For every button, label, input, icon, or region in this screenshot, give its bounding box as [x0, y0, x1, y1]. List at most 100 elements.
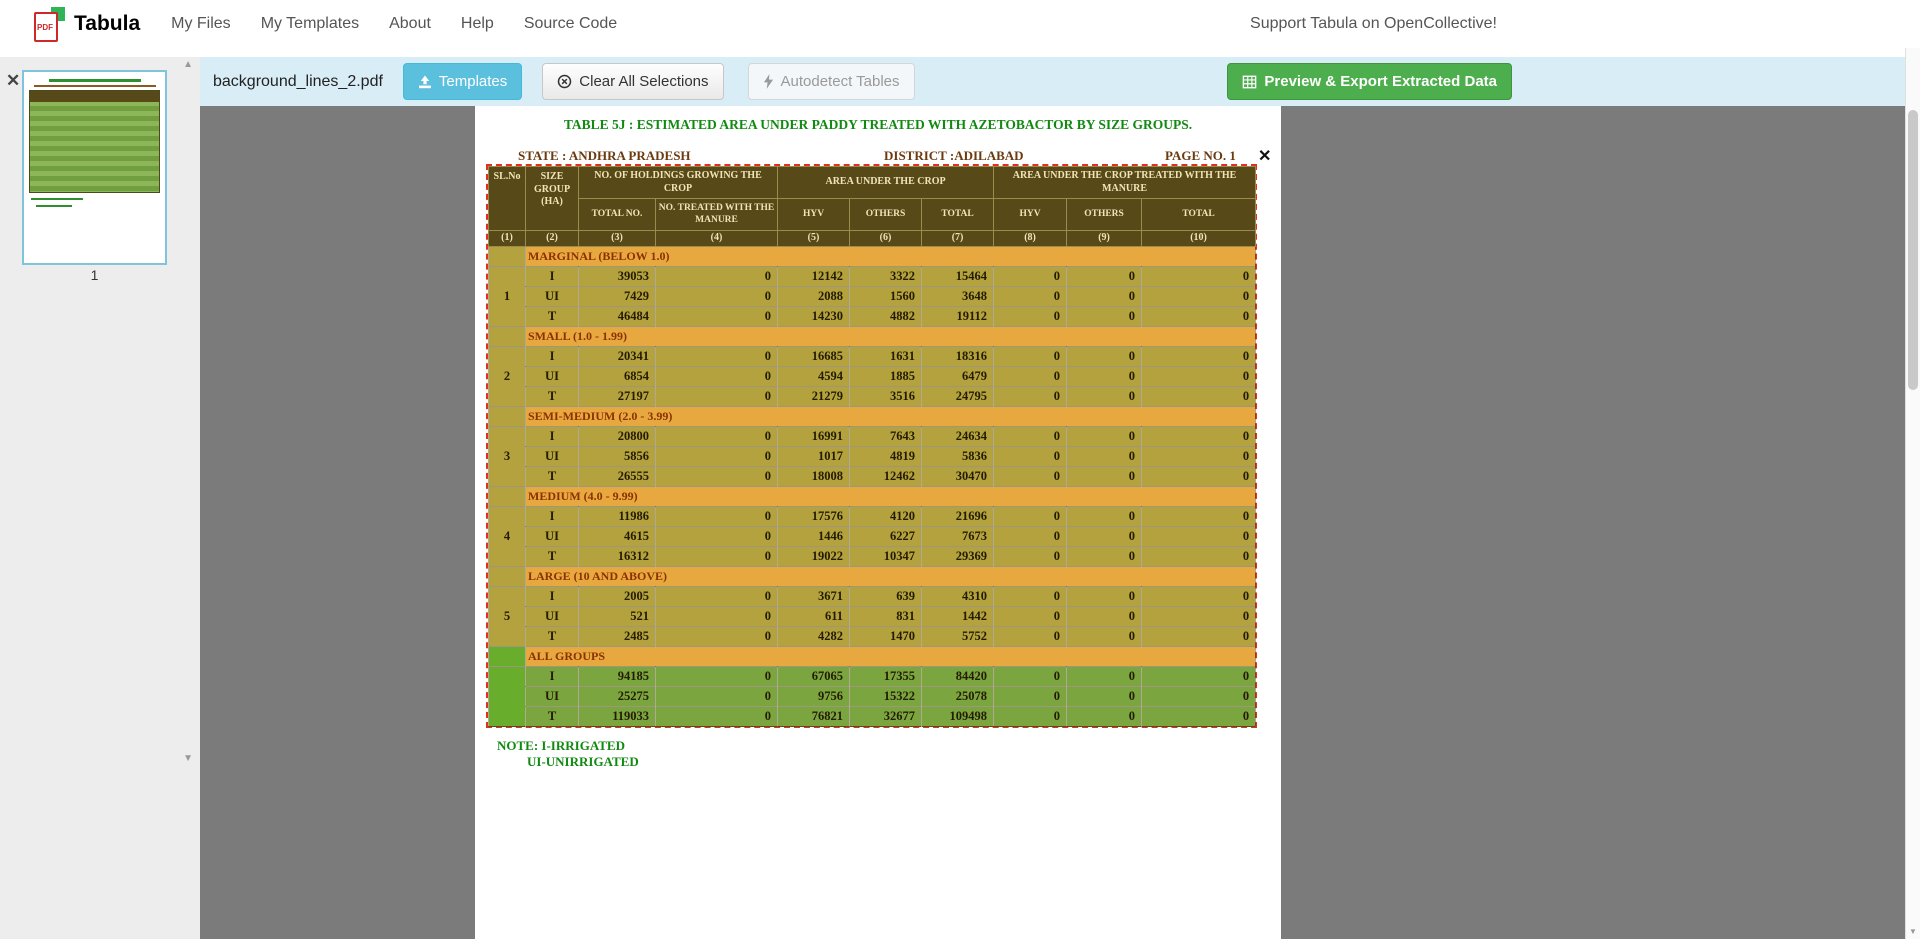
row-label-cell: T	[526, 467, 579, 487]
column-number-row: (1)(2)(3)(4)(5)(6)(7)(8)(9)(10)	[489, 231, 1256, 247]
table-row: UI68540459418856479000	[489, 367, 1256, 387]
value-cell: 24634	[922, 427, 994, 447]
value-cell: 19112	[922, 307, 994, 327]
selection-close-icon[interactable]: ✕	[1258, 146, 1271, 166]
value-cell: 25078	[922, 687, 994, 707]
value-cell: 0	[1067, 667, 1142, 687]
value-cell: 0	[994, 467, 1067, 487]
autodetect-button-label: Autodetect Tables	[781, 73, 900, 90]
value-cell: 0	[1067, 527, 1142, 547]
clear-all-selections-button[interactable]: Clear All Selections	[542, 63, 723, 100]
main-area: background_lines_2.pdf Templates Clear A…	[200, 57, 1905, 939]
row-label-cell: I	[526, 347, 579, 367]
tabula-brand[interactable]: PDF Tabula	[34, 6, 140, 42]
templates-button[interactable]: Templates	[403, 63, 522, 100]
templates-upload-icon	[418, 75, 432, 89]
table-grid-icon	[1242, 75, 1257, 89]
value-cell: 0	[994, 607, 1067, 627]
value-cell: 0	[1067, 287, 1142, 307]
value-cell: 0	[656, 387, 778, 407]
value-cell: 119033	[579, 707, 656, 727]
pdf-page: TABLE 5J : ESTIMATED AREA UNDER PADDY TR…	[475, 106, 1281, 939]
group-name-cell: MARGINAL (BELOW 1.0)	[526, 247, 1256, 267]
table-row: T27197021279351624795000	[489, 387, 1256, 407]
value-cell: 0	[656, 607, 778, 627]
row-label-cell: UI	[526, 687, 579, 707]
value-cell: 4615	[579, 527, 656, 547]
workspace: ▲ ✕ 1 ▼ background_lines_2.pdf Templates…	[0, 57, 1905, 939]
row-label-cell: T	[526, 547, 579, 567]
slno-cell: 5	[489, 587, 526, 647]
value-cell: 32677	[850, 707, 922, 727]
value-cell: 0	[656, 367, 778, 387]
value-cell: 0	[656, 427, 778, 447]
window-scrollbar[interactable]: ▲ ▼	[1905, 0, 1920, 939]
col-number: (3)	[579, 231, 656, 247]
value-cell: 611	[778, 607, 850, 627]
slno-cell: 2	[489, 347, 526, 407]
col-number: (7)	[922, 231, 994, 247]
sidebar-scroll-down-icon[interactable]: ▼	[183, 753, 193, 764]
value-cell: 6854	[579, 367, 656, 387]
page-no-line: PAGE NO. 1	[1165, 148, 1236, 164]
value-cell: 9756	[778, 687, 850, 707]
row-label-cell: I	[526, 667, 579, 687]
value-cell: 10347	[850, 547, 922, 567]
value-cell: 7673	[922, 527, 994, 547]
tabula-logo-icon: PDF	[34, 6, 65, 42]
value-cell: 20800	[579, 427, 656, 447]
close-file-icon[interactable]: ✕	[6, 71, 20, 91]
value-cell: 0	[1067, 607, 1142, 627]
navbar: PDF Tabula My Files My Templates About H…	[0, 0, 1920, 48]
value-cell: 0	[1142, 587, 1256, 607]
value-cell: 0	[656, 267, 778, 287]
page-thumbnail[interactable]	[22, 70, 167, 265]
support-link[interactable]: Support Tabula on OpenCollective!	[1250, 15, 1497, 33]
value-cell: 0	[1067, 367, 1142, 387]
scrollbar-thumb[interactable]	[1908, 110, 1918, 390]
group-name-cell: ALL GROUPS	[526, 647, 1256, 667]
value-cell: 17355	[850, 667, 922, 687]
table-body: MARGINAL (BELOW 1.0)1I390530121423322154…	[489, 247, 1256, 727]
nav-my-templates[interactable]: My Templates	[246, 15, 374, 33]
clear-button-label: Clear All Selections	[579, 73, 708, 90]
value-cell: 2485	[579, 627, 656, 647]
table-selection-region[interactable]: SL.No SIZE GROUP (HA) NO. OF HOLDINGS GR…	[486, 164, 1257, 728]
value-cell: 0	[656, 447, 778, 467]
value-cell: 0	[1142, 687, 1256, 707]
value-cell: 0	[656, 627, 778, 647]
scrollbar-down-icon[interactable]: ▼	[1906, 927, 1920, 936]
header-total-no: TOTAL NO.	[579, 199, 656, 231]
value-cell: 2088	[778, 287, 850, 307]
value-cell: 3671	[778, 587, 850, 607]
value-cell: 6227	[850, 527, 922, 547]
nav-source-code[interactable]: Source Code	[509, 15, 632, 33]
sidebar-scroll-up-icon[interactable]: ▲	[183, 59, 193, 70]
col-number: (2)	[526, 231, 579, 247]
value-cell: 0	[1142, 367, 1256, 387]
header-holdings: NO. OF HOLDINGS GROWING THE CROP	[579, 167, 778, 199]
value-cell: 16991	[778, 427, 850, 447]
header-area: AREA UNDER THE CROP	[778, 167, 994, 199]
header-size-group: SIZE GROUP (HA)	[526, 167, 579, 231]
nav-help[interactable]: Help	[446, 15, 509, 33]
nav-about[interactable]: About	[374, 15, 446, 33]
nav-my-files[interactable]: My Files	[156, 15, 246, 33]
autodetect-tables-button[interactable]: Autodetect Tables	[748, 63, 915, 100]
value-cell: 25275	[579, 687, 656, 707]
table-row: T46484014230488219112000	[489, 307, 1256, 327]
value-cell: 94185	[579, 667, 656, 687]
value-cell: 0	[1142, 427, 1256, 447]
district-line: DISTRICT :ADILABAD	[884, 148, 1024, 164]
table-row: 3I20800016991764324634000	[489, 427, 1256, 447]
note-irrigated: NOTE: I-IRRIGATED	[497, 738, 625, 754]
value-cell: 0	[1142, 607, 1256, 627]
table-row: UI52106118311442000	[489, 607, 1256, 627]
col-number: (10)	[1142, 231, 1256, 247]
value-cell: 0	[1142, 667, 1256, 687]
row-label-cell: T	[526, 707, 579, 727]
preview-export-button[interactable]: Preview & Export Extracted Data	[1227, 63, 1512, 100]
value-cell: 0	[656, 527, 778, 547]
value-cell: 1442	[922, 607, 994, 627]
slno-spacer-cell	[489, 647, 526, 667]
